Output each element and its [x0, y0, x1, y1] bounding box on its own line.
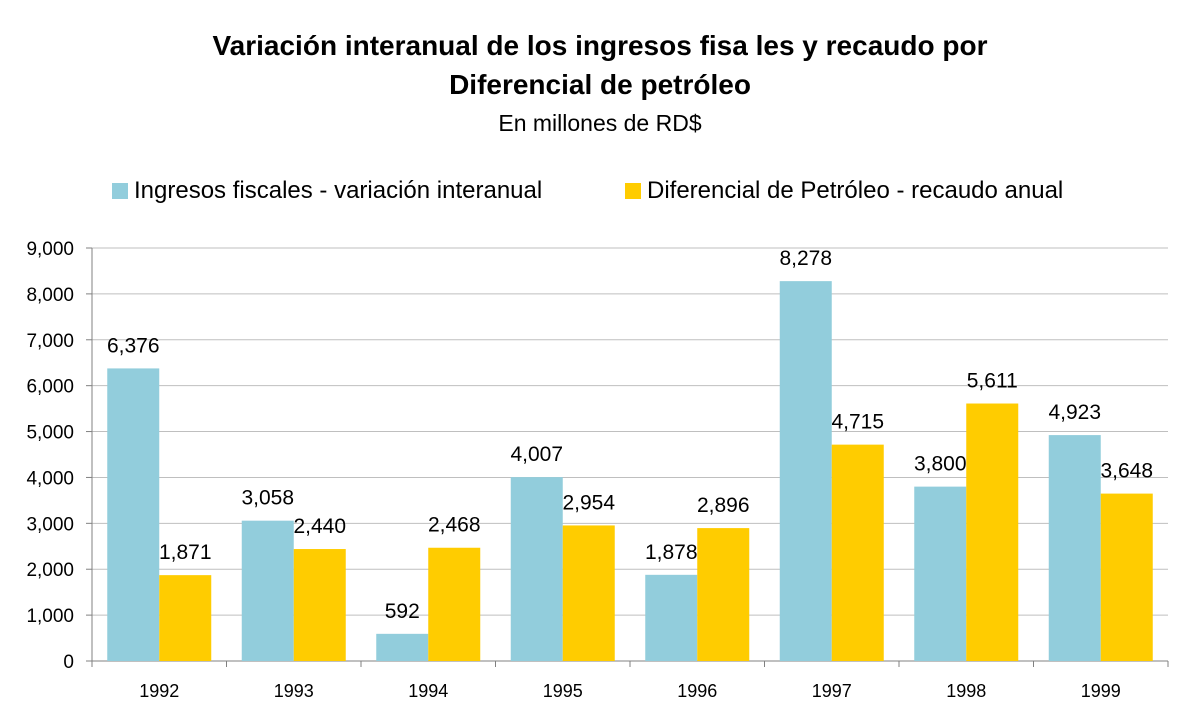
y-tick-label: 3,000	[26, 514, 74, 535]
y-tick-label: 5,000	[26, 423, 74, 444]
data-label-ingresos: 8,278	[779, 247, 832, 270]
x-tick-label: 1998	[946, 681, 986, 701]
data-label-ingresos: 4,007	[510, 443, 563, 466]
y-tick-label: 6,000	[26, 377, 74, 398]
y-tick-label: 2,000	[26, 560, 74, 581]
chart-subtitle: En millones de RD$	[498, 110, 702, 136]
data-label-ingresos: 3,058	[241, 487, 294, 510]
bar-diferencial	[1100, 493, 1153, 661]
data-label-diferencial: 2,440	[293, 515, 346, 538]
data-label-diferencial: 1,871	[159, 541, 212, 564]
bar-ingresos	[107, 368, 160, 661]
bar-ingresos	[1048, 435, 1101, 661]
legend-label-diferencial: Diferencial de Petróleo - recaudo anual	[647, 177, 1064, 204]
bar-ingresos	[241, 520, 294, 661]
bar-diferencial	[159, 575, 212, 661]
legend-item-ingresos: Ingresos fiscales - variación interanual	[112, 174, 542, 208]
bar-diferencial	[293, 549, 346, 661]
x-tick-label: 1997	[812, 681, 852, 701]
data-label-diferencial: 2,954	[562, 491, 615, 514]
data-label-diferencial: 4,715	[831, 411, 884, 434]
bar-diferencial	[831, 444, 884, 661]
y-tick-label: 9,000	[26, 239, 74, 260]
bar-ingresos	[376, 633, 429, 661]
bar-ingresos	[510, 477, 563, 661]
data-label-ingresos: 1,878	[645, 541, 698, 564]
bar-ingresos	[779, 281, 832, 661]
bar-ingresos	[914, 486, 967, 661]
legend-label-ingresos: Ingresos fiscales - variación interanual	[134, 177, 543, 204]
bar-diferencial	[428, 547, 481, 661]
y-tick-label: 8,000	[26, 285, 74, 306]
bar-diferencial	[562, 525, 615, 661]
x-tick-label: 1994	[408, 681, 448, 701]
legend-item-diferencial: Diferencial de Petróleo - recaudo anual	[625, 174, 1063, 208]
y-tick-label: 1,000	[26, 606, 74, 627]
data-label-diferencial: 2,468	[428, 514, 481, 537]
data-label-diferencial: 5,611	[967, 370, 1018, 393]
x-tick-label: 1995	[543, 681, 583, 701]
data-label-ingresos: 3,800	[914, 453, 967, 476]
bar-diferencial	[697, 528, 750, 661]
bar-ingresos	[645, 574, 698, 661]
x-tick-label: 1993	[274, 681, 314, 701]
y-tick-label: 0	[63, 652, 74, 673]
bar-diferencial	[966, 403, 1019, 661]
data-label-ingresos: 4,923	[1048, 401, 1101, 424]
y-tick-label: 4,000	[26, 468, 74, 489]
legend-swatch-ingresos	[112, 183, 128, 199]
data-label-ingresos: 592	[385, 600, 420, 623]
x-tick-label: 1999	[1081, 681, 1121, 701]
legend-swatch-diferencial	[625, 183, 641, 199]
data-label-ingresos: 6,376	[107, 334, 160, 357]
data-label-diferencial: 2,896	[697, 494, 750, 517]
y-tick-label: 7,000	[26, 331, 74, 352]
x-tick-label: 1992	[139, 681, 179, 701]
chart-title: Variación interanual de los ingresos fis…	[212, 30, 988, 61]
chart-title-line2: Diferencial de petróleo	[449, 69, 751, 100]
x-tick-label: 1996	[677, 681, 717, 701]
data-label-diferencial: 3,648	[1100, 460, 1153, 483]
